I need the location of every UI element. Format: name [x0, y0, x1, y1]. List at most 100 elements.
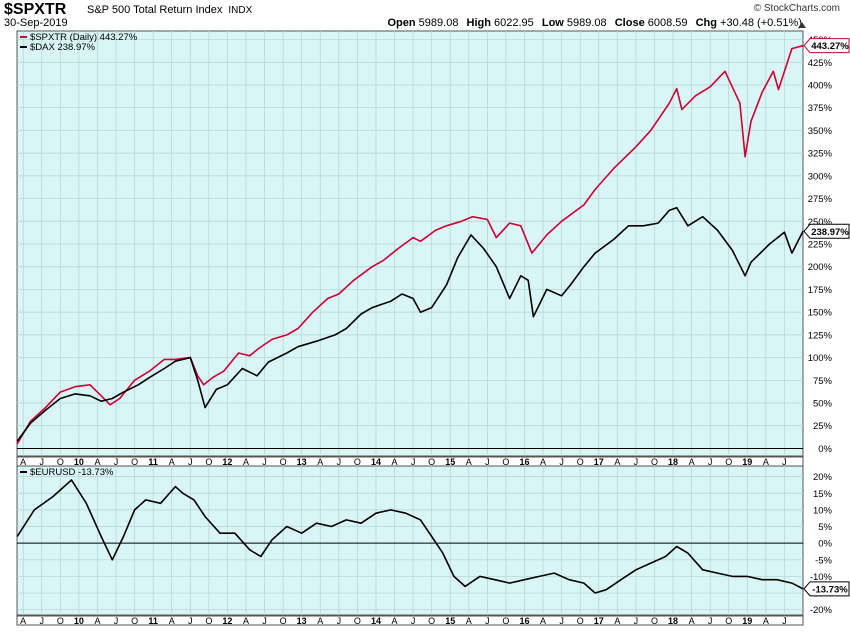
low-value: 5989.08 — [566, 17, 607, 29]
legend-label: $EURUSD -13.73% — [30, 467, 114, 478]
y-tick-label: 175% — [808, 285, 833, 296]
y-tick-label: 0% — [818, 539, 832, 550]
x-tick-label: A — [392, 457, 398, 467]
x-tick-label: 15 — [445, 616, 455, 626]
x-tick-label: A — [20, 616, 26, 626]
x-tick-label: A — [466, 616, 472, 626]
x-tick-label: O — [577, 616, 584, 626]
x-tick-label: 11 — [148, 616, 158, 626]
x-tick-label: 13 — [297, 457, 307, 467]
x-tick-label: A — [94, 457, 100, 467]
y-tick-label: -15% — [810, 589, 833, 600]
x-tick-label: J — [40, 616, 45, 626]
y-tick-label: 150% — [808, 308, 833, 319]
x-tick-label: J — [559, 457, 564, 467]
x-tick-label: 16 — [519, 457, 529, 467]
main-price-panel: 0%25%50%75%100%125%150%175%200%225%250%2… — [16, 30, 850, 467]
x-tick-label: 19 — [742, 616, 752, 626]
high-label: High — [466, 17, 491, 29]
x-tick-label: O — [280, 457, 287, 467]
x-tick-label: J — [559, 616, 564, 626]
x-tick-label: 18 — [668, 457, 678, 467]
x-tick-label: 16 — [519, 616, 529, 626]
y-tick-label: 10% — [813, 505, 833, 516]
x-tick-label: O — [354, 457, 361, 467]
x-axis-strip — [16, 456, 804, 467]
x-tick-label: J — [114, 457, 119, 467]
close-label: Close — [614, 17, 645, 29]
x-tick-label: A — [614, 457, 620, 467]
y-tick-label: 300% — [808, 171, 833, 182]
x-tick-label: J — [337, 616, 342, 626]
x-tick-label: J — [634, 457, 639, 467]
x-tick-label: O — [131, 457, 138, 467]
y-tick-label: 25% — [813, 421, 833, 432]
x-tick-label: A — [243, 616, 249, 626]
chg-label: Chg — [695, 17, 717, 29]
x-tick-label: 13 — [297, 616, 307, 626]
x-tick-label: 14 — [371, 616, 381, 626]
x-tick-label: 19 — [742, 457, 752, 467]
x-tick-label: O — [131, 616, 138, 626]
x-tick-label: J — [114, 616, 119, 626]
x-tick-label: O — [651, 457, 658, 467]
y-tick-label: -5% — [815, 555, 832, 566]
x-tick-label: 10 — [74, 616, 84, 626]
y-tick-label: 400% — [808, 80, 833, 91]
x-tick-label: O — [280, 616, 287, 626]
x-tick-label: J — [782, 616, 787, 626]
x-tick-label: A — [540, 457, 546, 467]
chart-symbol: $SPXTR — [4, 1, 67, 18]
x-tick-label: J — [262, 457, 267, 467]
x-tick-label: A — [317, 457, 323, 467]
x-tick-label: J — [188, 457, 193, 467]
x-tick-label: 15 — [445, 457, 455, 467]
panel-background — [16, 30, 804, 457]
x-tick-label: J — [411, 616, 416, 626]
x-tick-label: O — [725, 457, 732, 467]
open-label: Open — [387, 17, 416, 29]
y-tick-label: 75% — [813, 376, 833, 387]
y-tick-label: 250% — [808, 217, 833, 228]
x-tick-label: O — [725, 616, 732, 626]
x-tick-label: O — [57, 616, 64, 626]
x-tick-label: 17 — [594, 457, 604, 467]
close-value: 6008.59 — [647, 17, 688, 29]
x-tick-label: 18 — [668, 616, 678, 626]
x-tick-label: O — [205, 457, 212, 467]
eurusd-panel: -20% -15% -10% -5% 0% 5% 10% 15% 20% A J O 10 A J O 11 A J… — [16, 465, 850, 626]
y-tick-label: 20% — [813, 472, 833, 483]
x-tick-label: O — [502, 616, 509, 626]
x-tick-label: J — [708, 457, 713, 467]
x-tick-label: A — [763, 457, 769, 467]
x-tick-label: O — [428, 616, 435, 626]
x-tick-label: A — [94, 616, 100, 626]
y-tick-label: 100% — [808, 353, 833, 364]
last-value-marker — [803, 38, 850, 54]
legend-label: $SPXTR (Daily) 443.27% — [30, 32, 138, 43]
x-tick-label: J — [485, 457, 490, 467]
y-tick-label: 0% — [818, 444, 832, 455]
x-tick-label: A — [540, 616, 546, 626]
y-tick-label: 5% — [818, 522, 832, 533]
y-tick-label: 50% — [813, 399, 833, 410]
y-tick-label: 425% — [808, 58, 833, 69]
x-tick-label: 17 — [594, 616, 604, 626]
index-name-text: S&P 500 Total Return Index — [87, 4, 223, 16]
index-name: S&P 500 Total Return Index INDX — [87, 4, 252, 16]
last-value-label: 238.97% — [811, 227, 849, 238]
y-tick-label: 325% — [808, 149, 833, 160]
x-tick-label: J — [337, 457, 342, 467]
x-tick-label: O — [651, 616, 658, 626]
y-tick-label: 350% — [808, 126, 833, 137]
x-tick-label: J — [411, 457, 416, 467]
x-axis-strip — [16, 615, 804, 626]
x-tick-label: J — [782, 457, 787, 467]
x-tick-label: A — [317, 616, 323, 626]
x-tick-label: A — [614, 616, 620, 626]
x-tick-label: O — [428, 457, 435, 467]
exchange-label: INDX — [228, 5, 253, 16]
last-value-label: 443.27% — [811, 41, 849, 52]
x-tick-label: 12 — [222, 616, 232, 626]
